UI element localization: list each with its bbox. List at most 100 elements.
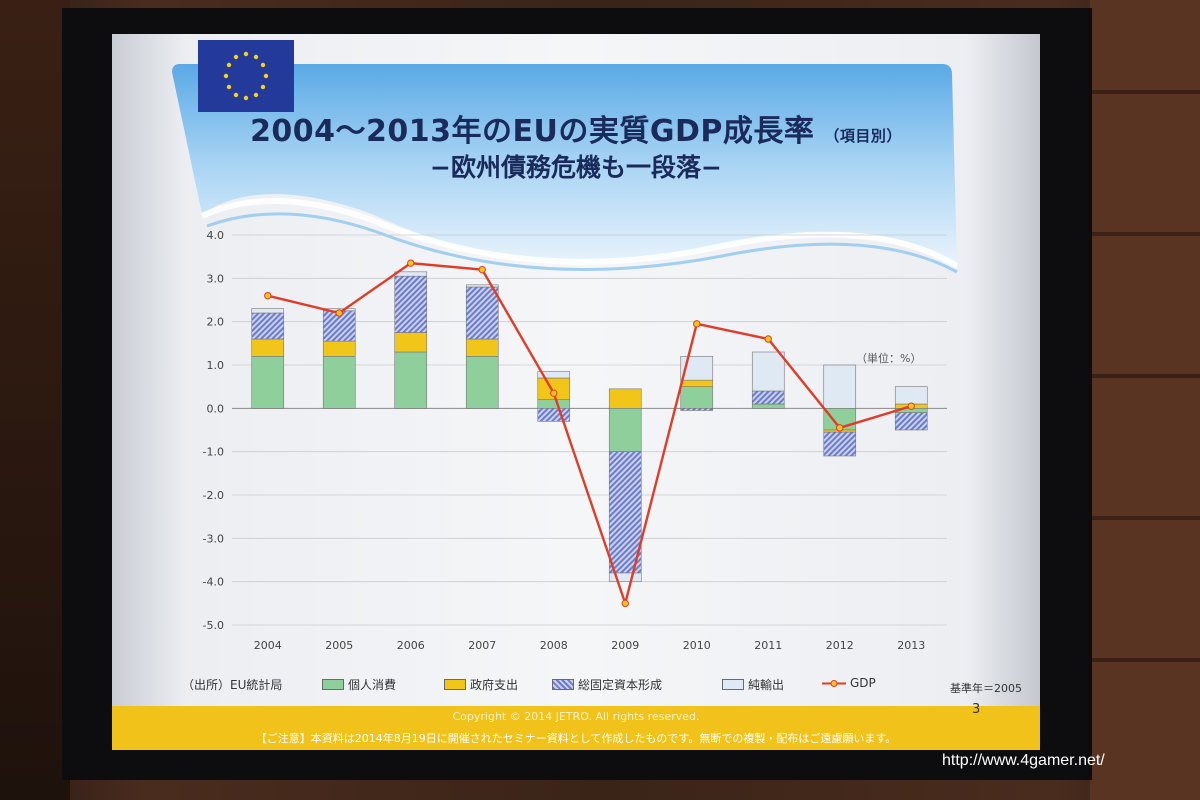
legend-item-personal: 個人消費 xyxy=(322,676,396,693)
legend-label-government: 政府支出 xyxy=(470,678,519,692)
x-tick-label: 2008 xyxy=(540,639,568,652)
bar-personal xyxy=(680,386,714,409)
gdp-point xyxy=(335,309,343,317)
gdp-point xyxy=(264,291,272,300)
eu-flag-logo xyxy=(198,40,294,112)
gdp-point xyxy=(407,259,415,267)
bar-net-exports xyxy=(465,284,499,288)
y-tick-label: -1.0 xyxy=(203,446,224,459)
y-tick-label: 0.0 xyxy=(207,402,225,415)
y-tick-label: -5.0 xyxy=(203,619,224,632)
wall-left xyxy=(0,0,70,800)
bar-net-exports xyxy=(751,351,785,392)
y-tick-label: 3.0 xyxy=(207,272,225,285)
bar-personal xyxy=(251,356,285,409)
bar-investment xyxy=(322,310,356,342)
x-tick-label: 2012 xyxy=(826,639,854,652)
legend-swatch-investment xyxy=(552,679,574,690)
bar-net-exports xyxy=(823,364,857,409)
y-tick-label: -4.0 xyxy=(203,576,224,589)
bar-net-exports xyxy=(394,271,428,277)
bar-personal xyxy=(322,356,356,409)
bar-net-exports xyxy=(251,308,285,314)
bar-government xyxy=(465,338,499,357)
wall-right xyxy=(1090,0,1200,800)
x-tick-label: 2013 xyxy=(897,639,925,652)
bar-investment xyxy=(394,275,428,333)
legend-item-government: 政府支出 xyxy=(444,676,518,693)
bar-personal xyxy=(465,356,499,409)
x-tick-label: 2005 xyxy=(325,639,353,652)
slide-title: 2004〜2013年のEUの実質GDP成長率 （項目別） xyxy=(112,106,1040,150)
legend-label-gdp: GDP xyxy=(850,676,876,690)
chart-y-ticks: 4.0 3.0 2.0 1.0 0.0 -1.0 -2.0 -3.0 -4.0 -5.0 xyxy=(203,229,224,632)
copyright-text: Copyright © 2014 JETRO. All rights reser… xyxy=(452,710,700,723)
legend-label-net-exports: 純輸出 xyxy=(748,678,785,692)
legend-swatch-personal xyxy=(322,679,344,690)
legend-label-personal: 個人消費 xyxy=(348,678,397,692)
x-tick-label: 2007 xyxy=(468,639,496,652)
gdp-point xyxy=(764,335,772,343)
unit-label: （単位：%） xyxy=(856,352,922,365)
gdp-line xyxy=(267,261,912,608)
bar-investment xyxy=(537,408,571,422)
chart-bars xyxy=(251,271,928,582)
bar-government xyxy=(394,332,428,353)
y-tick-label: -2.0 xyxy=(203,489,224,502)
legend-item-net-exports: 純輸出 xyxy=(722,676,784,693)
bar-personal xyxy=(608,408,642,452)
bar-investment xyxy=(894,412,928,431)
x-tick-label: 2009 xyxy=(611,639,639,652)
bar-government xyxy=(322,340,356,357)
gdp-point xyxy=(550,389,558,397)
gdp-point xyxy=(621,599,629,608)
legend-label-investment: 総固定資本形成 xyxy=(578,678,663,692)
bar-investment xyxy=(823,431,857,457)
y-tick-label: -3.0 xyxy=(203,532,224,545)
bar-government xyxy=(251,338,285,357)
header-wave-banner xyxy=(172,64,959,274)
presentation-slide: 2004〜2013年のEUの実質GDP成長率 （項目別） −欧州債務危機も一段落−… xyxy=(112,34,1040,750)
legend-swatch-net-exports xyxy=(722,679,744,690)
slide-title-main: 2004〜2013年のEUの実質GDP成長率 xyxy=(250,114,815,149)
bar-net-exports xyxy=(537,371,571,379)
x-tick-label: 2010 xyxy=(683,639,711,652)
chart-gdp-line xyxy=(264,259,915,608)
bar-investment xyxy=(465,286,499,340)
gdp-point xyxy=(693,320,701,328)
watermark-url: http://www.4gamer.net/ xyxy=(942,752,1105,769)
chart-legend: （出所）EU統計局 個人消費 政府支出 総固定資本形成 純輸出 GDP 基準年＝… xyxy=(182,674,1022,695)
chart-x-ticks: 2004 2005 2006 2007 2008 2009 2010 2011 2012 2013 xyxy=(254,639,926,652)
bar-government xyxy=(680,379,714,387)
bar-investment xyxy=(680,408,714,411)
gdp-point xyxy=(836,424,844,432)
bar-personal xyxy=(751,403,785,409)
y-tick-label: 2.0 xyxy=(207,316,225,329)
x-tick-label: 2011 xyxy=(754,639,782,652)
slide-footer-band xyxy=(112,706,1040,750)
slide-subtitle: −欧州債務危機も一段落− xyxy=(430,153,722,182)
gdp-growth-chart: 4.0 3.0 2.0 1.0 0.0 -1.0 -2.0 -3.0 -4.0 -5.0 2004… xyxy=(203,229,947,652)
bar-net-exports xyxy=(608,572,642,582)
base-year-label: 基準年＝2005 xyxy=(950,682,1022,695)
bar-net-exports xyxy=(680,356,714,381)
slide-title-note: （項目別） xyxy=(824,127,902,145)
legend-item-gdp: GDP xyxy=(822,676,876,690)
page-number: 3 xyxy=(972,702,981,717)
notice-text: 【ご注意】本資料は2014年8月19日に開催されたセミナー資料として作成したもの… xyxy=(255,732,897,745)
legend-item-investment: 総固定資本形成 xyxy=(552,676,662,693)
bar-personal xyxy=(537,399,571,409)
legend-swatch-government xyxy=(444,679,466,690)
source-label: （出所）EU統計局 xyxy=(182,678,283,692)
gdp-point xyxy=(478,265,486,274)
bar-personal xyxy=(394,351,428,409)
bar-government xyxy=(608,388,642,409)
eu-stars-icon xyxy=(223,51,269,101)
bar-investment xyxy=(751,390,785,405)
gdp-point xyxy=(907,402,915,410)
legend-swatch-gdp xyxy=(822,678,846,689)
bar-investment xyxy=(251,312,285,340)
x-tick-label: 2006 xyxy=(397,639,425,652)
x-tick-label: 2004 xyxy=(254,639,282,652)
y-tick-label: 1.0 xyxy=(207,359,225,372)
